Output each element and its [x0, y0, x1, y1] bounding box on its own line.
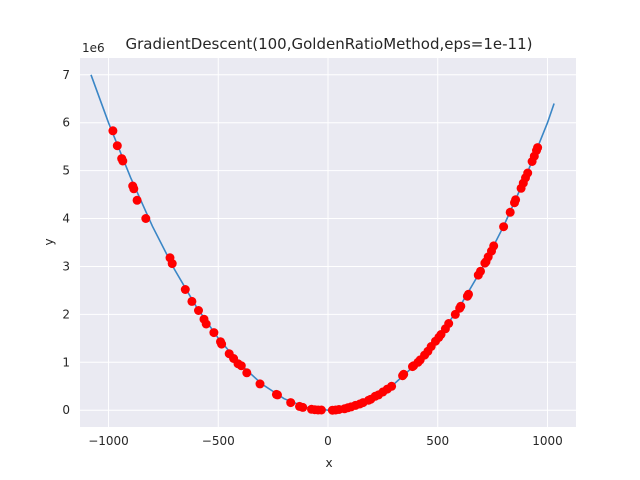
descent-point: [387, 381, 397, 391]
y-tick-label: 0: [62, 403, 70, 417]
y-tick-label: 1: [62, 355, 70, 369]
grid-lines: [80, 58, 576, 427]
descent-point: [141, 214, 151, 223]
x-tick-label: −500: [202, 434, 235, 448]
descent-point: [505, 207, 515, 217]
descent-point: [209, 328, 219, 338]
y-tick-label: 5: [62, 164, 70, 178]
descent-point: [399, 369, 409, 379]
descent-point: [132, 195, 142, 205]
descent-point: [118, 156, 128, 166]
descent-point: [444, 319, 454, 328]
descent-point: [298, 402, 308, 412]
descent-point: [201, 319, 211, 329]
descent-point: [242, 368, 252, 378]
descent-point: [217, 339, 227, 349]
descent-point: [489, 241, 499, 251]
x-tick-label: 1000: [532, 434, 563, 448]
descent-point: [129, 184, 139, 194]
y-tick-label: 4: [62, 212, 70, 226]
descent-point: [236, 361, 246, 371]
descent-point: [456, 301, 466, 311]
series-layer: [90, 74, 555, 415]
y-tick-label: 6: [62, 116, 70, 130]
descent-point: [180, 285, 190, 294]
x-tick-label: −1000: [88, 434, 129, 448]
descent-point: [286, 398, 296, 408]
descent-point: [523, 168, 533, 178]
descent-point: [273, 390, 282, 400]
tick-labels: −1000 −500 0 500 1000 0 1 2 3 4 5 6 7: [62, 68, 562, 448]
y-tick-label: 7: [62, 68, 70, 82]
descent-point: [316, 405, 326, 415]
descent-point: [533, 143, 543, 153]
descent-point: [167, 259, 177, 269]
x-tick-label: 500: [426, 434, 449, 448]
y-axis-label: y: [42, 238, 56, 245]
x-axis-label: x: [325, 456, 332, 470]
descent-point: [187, 296, 197, 306]
descent-point: [112, 141, 122, 151]
descent-point: [464, 289, 473, 299]
descent-point: [476, 266, 485, 276]
descent-point: [194, 306, 203, 315]
descent-point: [108, 126, 118, 136]
descent-point: [255, 379, 265, 389]
y-axis-scale-label: 1e6: [82, 41, 105, 55]
descent-point: [499, 222, 509, 232]
y-tick-label: 3: [62, 259, 70, 273]
y-tick-label: 2: [62, 307, 70, 321]
chart-title: GradientDescent(100,GoldenRatioMethod,ep…: [125, 35, 532, 53]
x-tick-label: 0: [324, 434, 332, 448]
descent-point: [511, 195, 521, 205]
